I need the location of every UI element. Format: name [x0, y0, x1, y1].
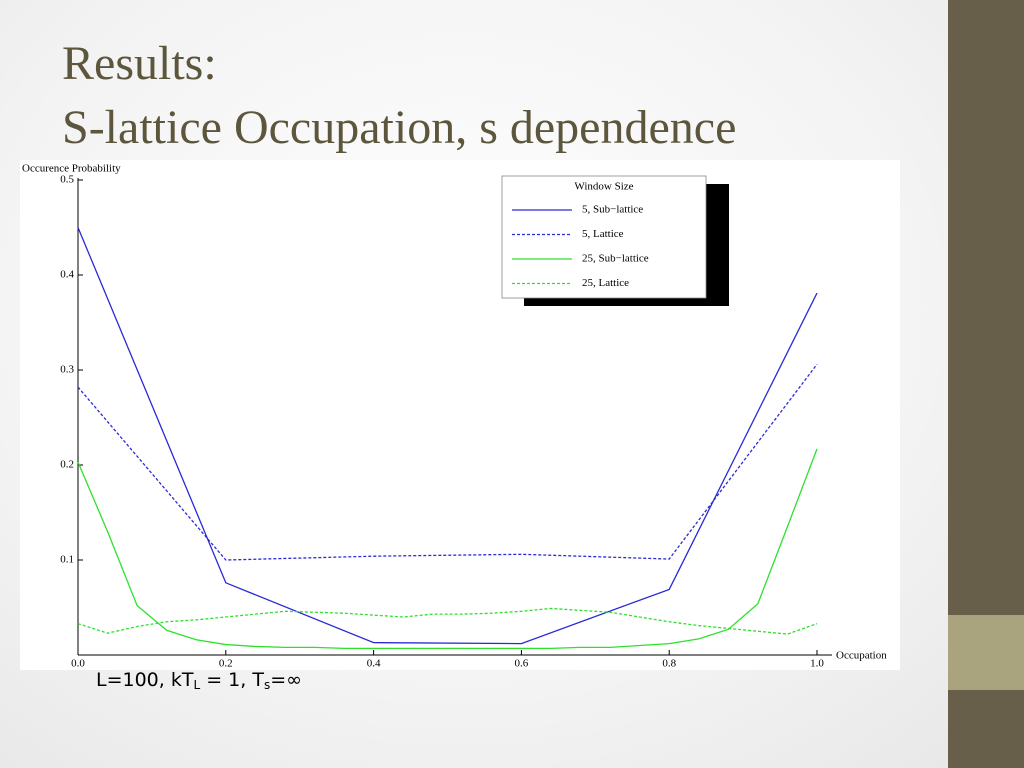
- y-tick-label: 0.5: [60, 174, 74, 186]
- x-tick-label: 0.0: [71, 658, 85, 670]
- legend-label: 5, Sub−lattice: [582, 204, 643, 216]
- x-tick-label: 0.2: [219, 658, 233, 670]
- y-axis-label: Occurence Probability: [22, 163, 121, 175]
- legend-label: 25, Sub−lattice: [582, 253, 649, 265]
- title-line: S-lattice Occupation, s dependence: [62, 101, 737, 154]
- legend-box: [501, 175, 707, 299]
- series-line: [77, 227, 818, 645]
- chart-background: [20, 160, 900, 670]
- series-line: [77, 607, 818, 635]
- annotation: L=100, kTL = 1, Ts=∞: [96, 669, 302, 692]
- x-tick-label: 0.4: [367, 658, 381, 670]
- slide-title: Results: S-lattice Occupation, s depende…: [62, 32, 736, 160]
- annotation-sub: s: [264, 678, 270, 692]
- chart: Occurence Probability Occupation L=100, …: [20, 160, 900, 692]
- side-bar-accent: [948, 615, 1024, 690]
- annotation-part: = 1, T: [200, 669, 264, 691]
- x-tick-label: 0.8: [662, 658, 676, 670]
- y-tick-label: 0.3: [60, 364, 74, 376]
- series-line: [77, 448, 818, 649]
- annotation-part: L=100, kT: [96, 669, 194, 691]
- legend-label: 25, Lattice: [582, 277, 629, 289]
- x-axis-label: Occupation: [836, 650, 887, 662]
- x-tick-label: 1.0: [810, 658, 824, 670]
- annotation-sub: L: [193, 678, 200, 692]
- series-line: [77, 363, 818, 561]
- legend-title: Window Size: [574, 181, 633, 193]
- y-tick-label: 0.4: [60, 269, 74, 281]
- annotation-part: =∞: [270, 669, 302, 691]
- x-tick-label: 0.6: [515, 658, 529, 670]
- legend-label: 5, Lattice: [582, 228, 624, 240]
- title-line: Results:: [62, 37, 217, 90]
- y-tick-label: 0.1: [60, 554, 74, 566]
- y-tick-label: 0.2: [60, 459, 74, 471]
